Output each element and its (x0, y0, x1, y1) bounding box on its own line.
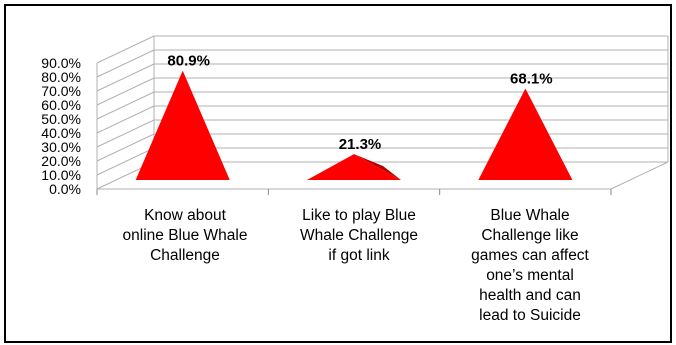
y-tick-label: 70.0% (41, 83, 81, 99)
data-label-2: 21.3% (339, 136, 382, 153)
gridline-depth (96, 63, 155, 92)
y-tick-label: 30.0% (41, 139, 81, 155)
y-tick-label: 90.0% (41, 55, 81, 71)
y-tick-label: 40.0% (41, 125, 81, 141)
pyramid-3 (478, 88, 573, 180)
category-label-2: Like to play Blue Whale Challenge if got… (299, 207, 419, 264)
y-tick-label: 20.0% (41, 153, 81, 169)
data-label-1: 80.9% (167, 53, 210, 70)
gridline-depth (96, 49, 155, 78)
pyramid-2 (307, 154, 401, 180)
y-tick-label: 60.0% (41, 97, 81, 113)
category-label-1: Know about online Blue Whale Challenge (122, 207, 248, 264)
y-tick-label: 80.0% (41, 69, 81, 85)
data-label-3: 68.1% (510, 71, 553, 88)
y-tick-label: 0.0% (49, 181, 81, 197)
gridline-depth (96, 147, 155, 176)
gridline-depth (96, 133, 155, 162)
y-tick-label: 10.0% (41, 167, 81, 183)
category-label-3: Blue Whale Challenge like games can affe… (471, 207, 589, 324)
gridline-depth (96, 77, 155, 106)
gridline-depth (96, 105, 155, 134)
gridline-depth (96, 119, 155, 148)
y-tick-label: 50.0% (41, 111, 81, 127)
floor-right-edge (610, 161, 669, 190)
pyramid-1 (135, 70, 230, 180)
gridline-depth (96, 91, 155, 120)
gridline-depth (96, 35, 155, 64)
